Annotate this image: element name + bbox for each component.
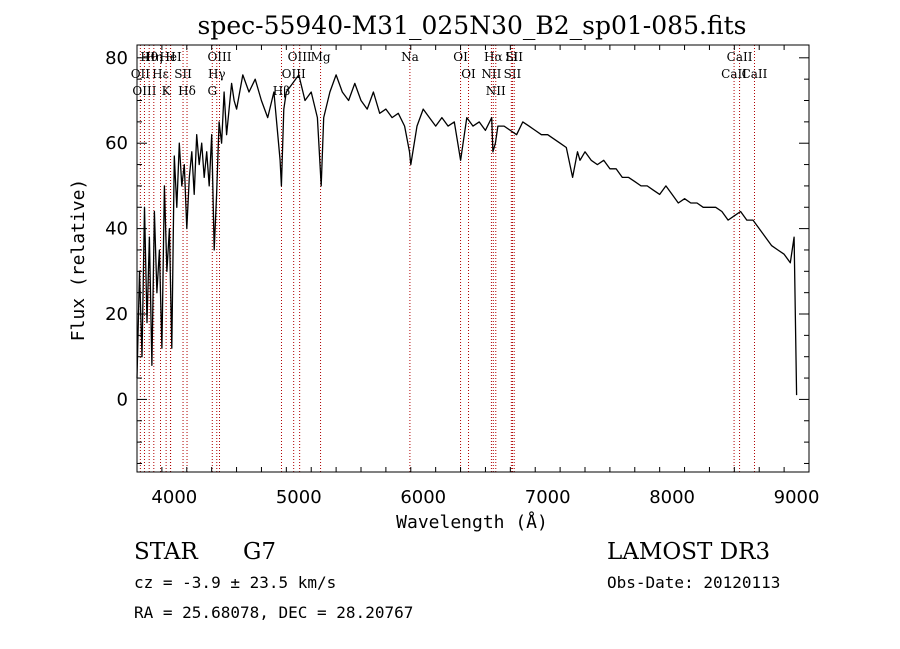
line-label: Mg	[311, 50, 331, 64]
spectrum-series-layer	[136, 74, 798, 396]
line-label: OI	[453, 50, 468, 64]
line-label: SII	[505, 50, 523, 64]
line-label: NII	[486, 84, 506, 98]
y-tick-label: 40	[105, 219, 128, 240]
x-tick-label: 5000	[276, 487, 322, 508]
line-label: CaII	[721, 67, 747, 81]
line-label: SII	[174, 67, 192, 81]
object-class: STAR	[134, 539, 198, 565]
x-tick-label: 6000	[400, 487, 446, 508]
line-label: Li	[505, 50, 517, 64]
line-label: G	[207, 84, 217, 98]
coordinates-text: RA = 25.68078, DEC = 28.20767	[134, 603, 414, 622]
line-label: Hε	[152, 67, 169, 81]
line-label: CaII	[727, 50, 753, 64]
line-label: H	[165, 50, 175, 64]
line-label: OIII	[207, 50, 231, 64]
axes-layer: 4000 5000 6000 7000 8000 9000 0 20 40 60 80	[105, 45, 819, 508]
line-label: OII	[131, 67, 151, 81]
y-tick-label: 80	[105, 48, 128, 69]
line-label: SII	[504, 67, 522, 81]
object-subclass: G7	[243, 539, 277, 565]
obs-date-text: Obs-Date: 20120113	[607, 573, 781, 592]
x-tick-label: 7000	[525, 487, 571, 508]
line-label: OIII	[282, 67, 306, 81]
x-tick-label: 8000	[649, 487, 695, 508]
plot-frame	[136, 44, 810, 473]
line-label: OIII	[132, 84, 156, 98]
x-axis-label: Wavelength (Å)	[396, 511, 548, 533]
y-axis-label: Flux (relative)	[68, 179, 89, 342]
line-label: CaII	[742, 67, 768, 81]
spectrum-line-0	[136, 74, 798, 396]
redshift-text: cz = -3.9 ± 23.5 km/s	[134, 573, 337, 592]
line-label: Hα	[484, 50, 503, 64]
line-label: Hη	[145, 50, 163, 64]
line-label: OI	[461, 67, 476, 81]
survey-name: LAMOST DR3	[607, 539, 771, 565]
line-label: Hδ	[178, 84, 196, 98]
y-tick-label: 0	[117, 389, 128, 410]
x-tick-label: 9000	[774, 487, 820, 508]
y-tick-label: 60	[105, 133, 128, 154]
y-tick-label: 20	[105, 304, 128, 325]
line-label: Hγ	[208, 67, 226, 81]
line-label: NII	[481, 67, 501, 81]
line-label: OIII	[288, 50, 312, 64]
line-label: K	[162, 84, 172, 98]
line-label: Na	[401, 50, 419, 64]
x-tick-label: 4000	[151, 487, 197, 508]
chart-title: spec-55940-M31_025N30_B2_sp01-085.fits	[198, 11, 747, 40]
